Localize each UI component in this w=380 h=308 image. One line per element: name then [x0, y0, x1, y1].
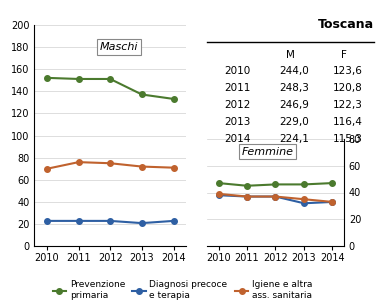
Text: F: F [341, 50, 347, 59]
Text: Maschi: Maschi [100, 42, 139, 52]
Text: 244,0: 244,0 [279, 66, 309, 76]
Text: 246,9: 246,9 [279, 100, 309, 110]
Text: 2012: 2012 [224, 100, 250, 110]
Text: 116,4: 116,4 [332, 117, 363, 127]
Text: 2010: 2010 [224, 66, 250, 76]
Text: 115,3: 115,3 [332, 134, 363, 144]
Text: 2014: 2014 [224, 134, 250, 144]
Text: 122,3: 122,3 [332, 100, 363, 110]
Text: 229,0: 229,0 [279, 117, 309, 127]
Text: Femmine: Femmine [241, 147, 293, 156]
Text: 224,1: 224,1 [279, 134, 309, 144]
Legend: Prevenzione
primaria, Diagnosi precoce
e terapia, Igiene e altra
ass. sanitaria: Prevenzione primaria, Diagnosi precoce e… [49, 277, 316, 303]
Text: 123,6: 123,6 [332, 66, 363, 76]
Text: 2013: 2013 [224, 117, 250, 127]
Text: Toscana: Toscana [318, 18, 374, 31]
Text: 2011: 2011 [224, 83, 250, 93]
Text: M: M [286, 50, 295, 59]
Text: 120,8: 120,8 [332, 83, 363, 93]
Text: 248,3: 248,3 [279, 83, 309, 93]
